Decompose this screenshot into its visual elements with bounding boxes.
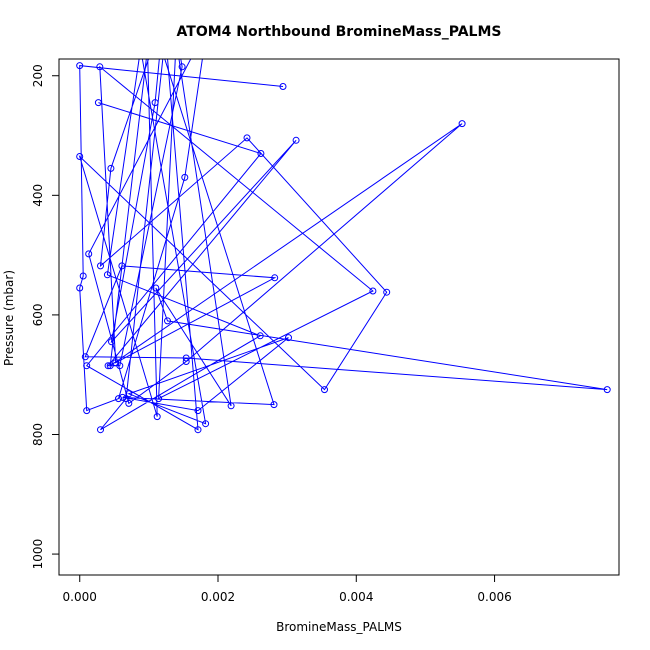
- data-point: [76, 153, 84, 160]
- data-point: [603, 386, 611, 394]
- data-point: [97, 426, 104, 434]
- y-axis-label: Pressure (mbar): [2, 270, 16, 366]
- data-point: [194, 407, 202, 415]
- data-point: [257, 150, 265, 157]
- data-point: [151, 99, 159, 107]
- data-point: [383, 288, 391, 296]
- data-point: [292, 136, 300, 144]
- y-axis: 200 400 600 800 1000: [31, 64, 60, 570]
- x-tick-label-0: 0.000: [63, 590, 97, 604]
- data-point: [83, 362, 91, 370]
- data-point: [85, 250, 93, 258]
- x-axis-label: BromineMass_PALMS: [276, 620, 402, 634]
- data-point: [279, 83, 287, 90]
- data-point: [79, 272, 87, 280]
- data-point: [106, 362, 114, 370]
- data-point: [96, 63, 104, 71]
- series-line-0: [78, 59, 608, 431]
- data-point: [194, 426, 202, 434]
- data-point: [256, 332, 264, 340]
- chart-title: ATOM4 Northbound BromineMass_PALMS: [177, 24, 502, 40]
- data-point: [108, 338, 115, 346]
- data-point: [76, 284, 84, 292]
- data-point: [119, 393, 127, 401]
- data-point: [458, 120, 466, 128]
- y-tick-label-1: 400: [31, 184, 45, 207]
- data-point: [116, 362, 124, 370]
- x-axis: 0.000 0.002 0.004 0.006: [63, 574, 512, 604]
- data-point: [107, 164, 115, 172]
- y-tick-label-4: 1000: [31, 539, 45, 570]
- x-tick-label-3: 0.006: [477, 590, 511, 604]
- data-point: [181, 173, 189, 181]
- y-tick-label-3: 800: [31, 423, 45, 446]
- data-point: [97, 262, 104, 270]
- data-point: [115, 395, 122, 403]
- y-tick-label-0: 200: [31, 64, 45, 87]
- data-point: [369, 287, 377, 295]
- data-point: [202, 420, 210, 428]
- data-point: [182, 354, 190, 362]
- data-point: [182, 358, 190, 365]
- data-point: [270, 401, 278, 409]
- data-point: [285, 334, 292, 342]
- x-tick-label-2: 0.004: [339, 590, 373, 604]
- data-point: [81, 353, 89, 361]
- series-layer: [76, 59, 611, 434]
- data-point: [152, 284, 160, 292]
- data-point: [243, 134, 251, 142]
- y-tick-label-2: 600: [31, 303, 45, 326]
- data-point: [118, 262, 126, 270]
- data-point: [178, 63, 186, 71]
- data-point: [104, 362, 112, 370]
- data-point: [227, 402, 235, 410]
- data-point: [321, 386, 328, 394]
- data-point: [94, 99, 102, 107]
- data-point: [76, 62, 84, 70]
- data-point: [155, 395, 163, 403]
- data-point: [122, 395, 130, 403]
- data-point: [271, 274, 279, 282]
- data-point: [83, 407, 91, 415]
- x-tick-label-1: 0.002: [201, 590, 235, 604]
- data-point: [153, 413, 161, 421]
- data-point: [164, 317, 171, 325]
- data-point: [103, 271, 111, 279]
